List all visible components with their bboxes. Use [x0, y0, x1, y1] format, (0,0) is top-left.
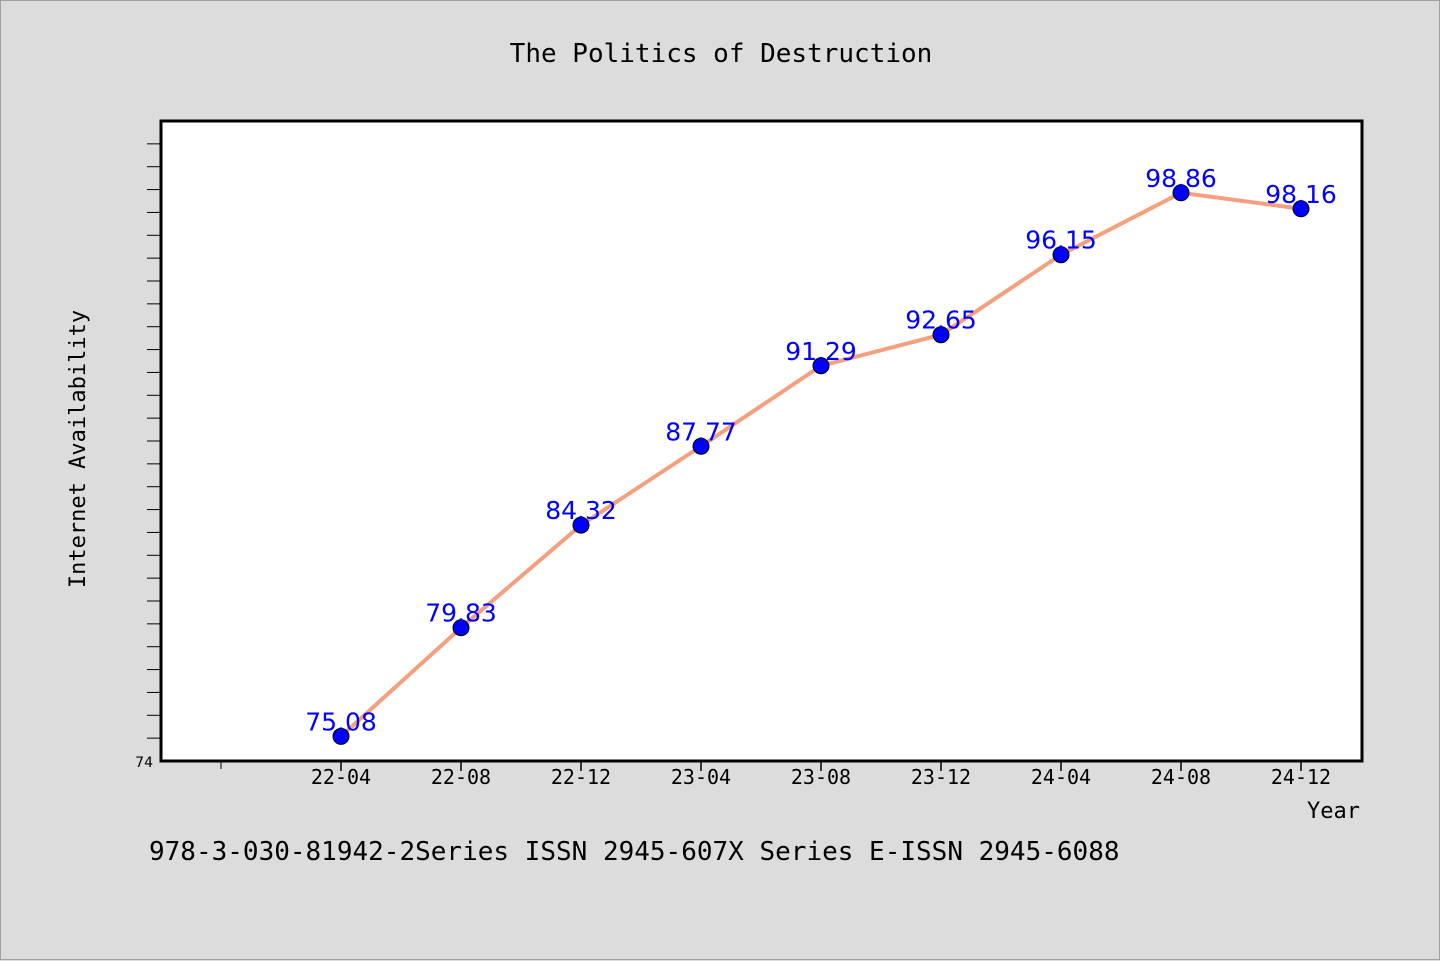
- data-label: 98.16: [1265, 180, 1337, 209]
- data-label: 98.86: [1145, 164, 1217, 193]
- data-point: [572, 516, 590, 534]
- x-axis-tick-labels: 22-04 22-08 22-12 23-04 23-08 23-12 24-04 24-08…: [311, 765, 1331, 789]
- x-tick-label: 22-08: [431, 765, 491, 789]
- chart-title: The Politics of Destruction: [510, 39, 933, 69]
- x-axis-label: Year: [1307, 799, 1360, 824]
- footer-isbn-text: 978-3-030-81942-2Series ISSN 2945-607X S…: [149, 837, 1120, 867]
- data-point: [932, 326, 950, 344]
- data-markers: [332, 184, 1310, 745]
- x-tick-label: 23-04: [671, 765, 731, 789]
- data-label: 87.77: [665, 417, 737, 446]
- y-tick-label: 74: [135, 755, 153, 771]
- data-labels: 75.08 79.83 84.32 87.77 91.29 92.65 96.15 98.86…: [305, 164, 1337, 737]
- data-point: [452, 619, 470, 637]
- x-tick-label: 22-04: [311, 765, 371, 789]
- data-point: [812, 357, 830, 375]
- x-axis-ticks: [220, 761, 1302, 771]
- data-point: [1292, 200, 1310, 218]
- x-tick-label: 24-04: [1031, 765, 1091, 789]
- x-tick-label: 23-12: [911, 765, 971, 789]
- data-label: 92.65: [905, 306, 977, 335]
- x-tick-label: 24-08: [1151, 765, 1211, 789]
- x-tick-label: 24-12: [1271, 765, 1331, 789]
- data-label: 96.15: [1025, 226, 1097, 255]
- data-point: [1172, 184, 1190, 202]
- y-axis-ticks: [147, 143, 161, 739]
- data-point: [1052, 246, 1070, 264]
- y-axis-label: Internet Availability: [66, 310, 91, 588]
- data-label: 91.29: [785, 337, 857, 366]
- x-tick-label: 23-08: [791, 765, 851, 789]
- data-point: [332, 727, 350, 745]
- data-label: 79.83: [425, 599, 497, 628]
- data-label: 75.08: [305, 707, 377, 736]
- y-axis-tick-labels: 74: [135, 755, 153, 771]
- data-label: 84.32: [545, 496, 617, 525]
- plot-area: [159, 119, 1364, 763]
- x-tick-label: 22-12: [551, 765, 611, 789]
- data-point: [692, 437, 710, 455]
